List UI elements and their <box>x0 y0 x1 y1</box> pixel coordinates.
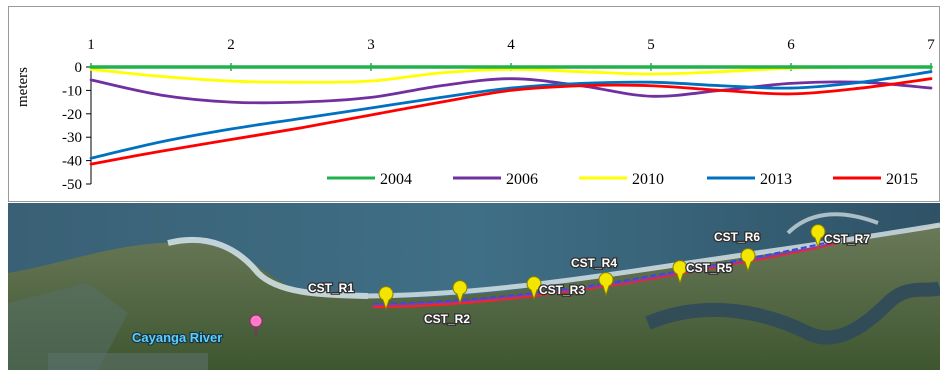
surf-line-west <box>167 236 369 299</box>
pushpin-icon <box>672 260 688 285</box>
satellite-map: CST_R1 CST_R2 CST_R3 CST_R4 CST_R5 CST_R6 CST_… <box>8 203 940 370</box>
river-mouth-surf <box>786 212 879 235</box>
map-svg: CST_R1 CST_R2 CST_R3 CST_R4 CST_R5 CST_R6 CST_… <box>8 203 940 370</box>
station-label: CST_R2 <box>424 312 470 326</box>
x-tick-label: 3 <box>367 37 375 53</box>
x-tick-label: 6 <box>787 37 795 53</box>
river-label: Cayanga River <box>132 330 222 345</box>
legend-label-2004: 2004 <box>380 171 412 188</box>
x-tick-label: 7 <box>927 37 935 53</box>
shoreline-2006 <box>372 241 839 306</box>
series-line-2006 <box>89 77 933 105</box>
station-pins: CST_R1 CST_R2 CST_R3 CST_R4 CST_R5 CST_R6 CST_… <box>307 224 872 327</box>
station-label: CST_R4 <box>571 256 617 270</box>
river-estuary <box>8 283 128 370</box>
y-tick-label: 0 <box>75 60 83 76</box>
chart-legend: 2004 2006 2010 2013 2015 <box>327 171 918 188</box>
pushpin-icon <box>598 272 614 297</box>
river-marker: Cayanga River <box>131 314 263 346</box>
x-tick-label: 4 <box>507 37 515 53</box>
pushpin-icon <box>378 286 394 311</box>
shoreline-2015 <box>372 242 839 308</box>
series-line-2013 <box>89 70 933 160</box>
tick-labels: 0 -10 -20 -30 -40 -50 1 2 3 4 5 6 7 <box>62 37 935 193</box>
legend-label-2010: 2010 <box>632 171 664 188</box>
x-tick-label: 2 <box>227 37 235 53</box>
y-tick-label: -10 <box>62 83 82 99</box>
shoreline-change-chart: 0 -10 -20 -30 -40 -50 1 2 3 4 5 6 7 meters 2004 2006 2… <box>8 6 940 202</box>
station-marker-cst_r7: CST_R7 <box>810 224 872 249</box>
pushpin-icon <box>526 276 542 301</box>
pushpin-icon <box>740 248 756 273</box>
station-marker-cst_r3: CST_R3 <box>526 276 587 301</box>
station-label: CST_R7 <box>824 232 870 246</box>
y-tick-label: -50 <box>62 177 82 193</box>
series-line-2015 <box>89 77 933 166</box>
station-label: CST_R3 <box>539 283 585 297</box>
station-marker-cst_r4: CST_R4 <box>570 255 619 297</box>
legend-label-2006: 2006 <box>506 171 538 188</box>
station-label: CST_R5 <box>686 261 732 275</box>
station-label: CST_R1 <box>308 281 354 295</box>
x-tick-label: 5 <box>647 37 655 53</box>
pushpin-icon <box>810 224 826 249</box>
station-label: CST_R6 <box>714 230 760 244</box>
y-axis-label: meters <box>15 67 31 107</box>
legend-label-2015: 2015 <box>886 171 918 188</box>
legend-label-2013: 2013 <box>760 171 792 188</box>
station-marker-cst_r1: CST_R1 <box>307 280 394 311</box>
series-layer <box>89 65 933 166</box>
chart-svg: 0-10-20-30-40-501 2 3 4 5 6 7 meters 2004 2006 2… <box>15 37 935 193</box>
location-pin-icon <box>249 314 263 328</box>
y-tick-label: -40 <box>62 154 82 170</box>
shoreline-2013 <box>372 239 839 305</box>
station-marker-cst_r5: CST_R5 <box>672 260 734 285</box>
station-marker-cst_r2: CST_R2 <box>423 280 472 327</box>
station-marker-cst_r6: CST_R6 <box>713 229 762 273</box>
pushpin-icon <box>452 280 468 305</box>
river-channel <box>645 281 940 345</box>
y-tick-label: -30 <box>62 130 82 146</box>
y-tick-label: -20 <box>62 107 82 123</box>
x-tick-label: 1 <box>87 37 95 53</box>
